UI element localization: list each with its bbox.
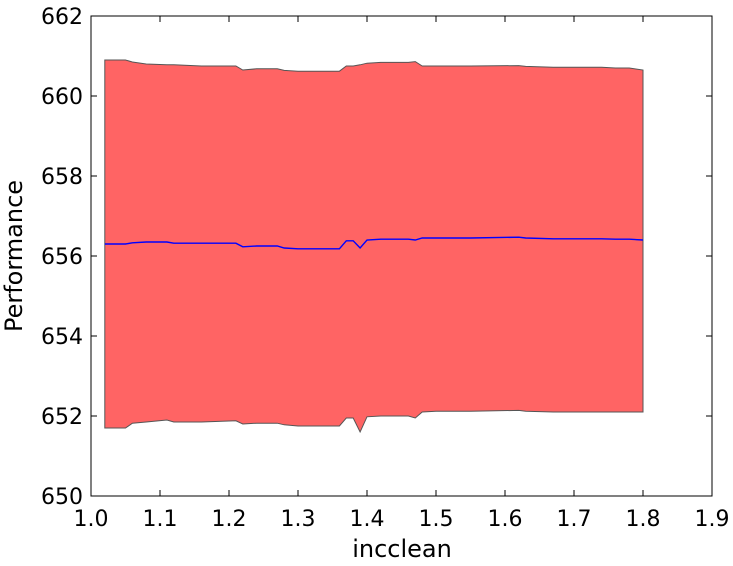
plot-layer [104,59,644,434]
y-tick-label: 662 [41,5,83,30]
x-tick-label: 1.5 [419,507,454,532]
y-tick-label: 654 [41,325,83,350]
y-tick-label: 652 [41,405,83,430]
x-tick-label: 1.6 [488,507,523,532]
x-axis-label: incclean [352,535,452,563]
y-tick-label: 656 [41,245,83,270]
x-tick-label: 1.8 [626,507,661,532]
x-tick-label: 1.2 [212,507,247,532]
y-tick-label: 658 [41,165,83,190]
x-tick-label: 1.9 [695,507,730,532]
x-tick-label: 1.3 [281,507,316,532]
y-tick-label: 660 [41,85,83,110]
x-tick-label: 1.1 [143,507,178,532]
x-tick-label: 1.7 [557,507,592,532]
mean-line-0 [104,236,644,250]
y-axis-label: Performance [0,180,28,332]
x-tick-label: 1.0 [74,507,109,532]
x-tick-label: 1.4 [350,507,385,532]
axes-layer: 1.0 1.1 1.2 1.3 1.4 1.5 1.6 1.7 1.8 1.9 650 652 654 6… [41,5,730,532]
y-tick-label: 650 [41,485,83,510]
confidence-band-0 [104,59,644,434]
